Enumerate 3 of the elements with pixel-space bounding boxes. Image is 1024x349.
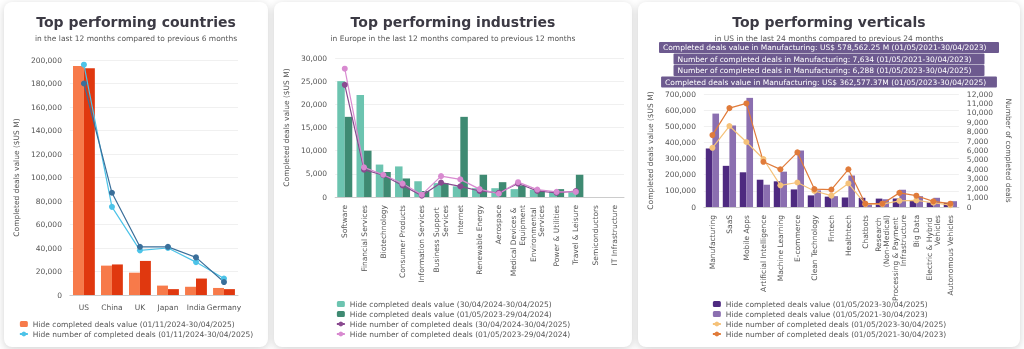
chart-title: Top performing industries	[350, 14, 556, 30]
chart-title: Top performing verticals	[732, 14, 926, 30]
chart-title: Top performing countries	[36, 14, 236, 30]
